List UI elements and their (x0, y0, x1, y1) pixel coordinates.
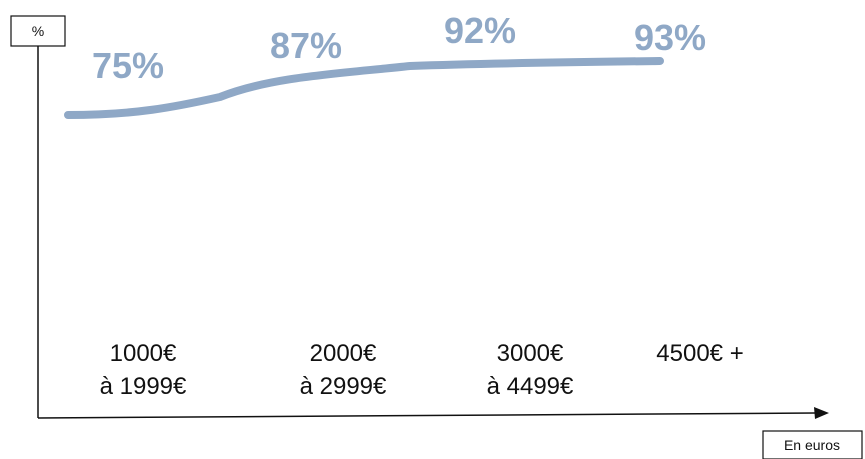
x-axis (37, 412, 816, 419)
x-tick-label-line-1: 2000€ (310, 340, 377, 367)
data-label: 92% (444, 10, 516, 51)
data-label: 75% (92, 45, 164, 86)
x-unit-frame (762, 430, 863, 459)
x-tick-label-line-1: 3000€ (497, 340, 564, 367)
x-tick-label: 2000€ à 2999€ (300, 340, 387, 400)
y-unit-frame (10, 15, 66, 47)
y-axis-label: % (32, 23, 44, 39)
x-tick-label: 4500€ + (656, 340, 743, 367)
x-tick-label-line-2: à 2999€ (300, 373, 387, 400)
percentage-line (64, 57, 664, 119)
x-unit-box: En euros (762, 430, 863, 459)
x-tick-label-line-2: à 1999€ (100, 373, 187, 400)
x-axis-label: En euros (784, 437, 840, 453)
data-label: 87% (270, 25, 342, 66)
data-label-layer: 75% 87% 92% 93% (92, 10, 706, 86)
data-label: 93% (634, 17, 706, 58)
x-tick-label-line-2: à 4499€ (487, 373, 574, 400)
series-layer (64, 57, 664, 119)
x-tick-label: 3000€ à 4499€ (487, 340, 574, 400)
category-label-layer: 1000€ à 1999€ 2000€ à 2999€ 3000€ à 4499€ 4500… (100, 340, 744, 400)
x-tick-label-line-1: 4500€ + (656, 340, 743, 367)
x-tick-label-line-1: 1000€ (110, 340, 177, 367)
y-unit-box: % (10, 15, 66, 47)
x-tick-label: 1000€ à 1999€ (100, 340, 187, 400)
x-axis-arrowhead (814, 407, 829, 419)
